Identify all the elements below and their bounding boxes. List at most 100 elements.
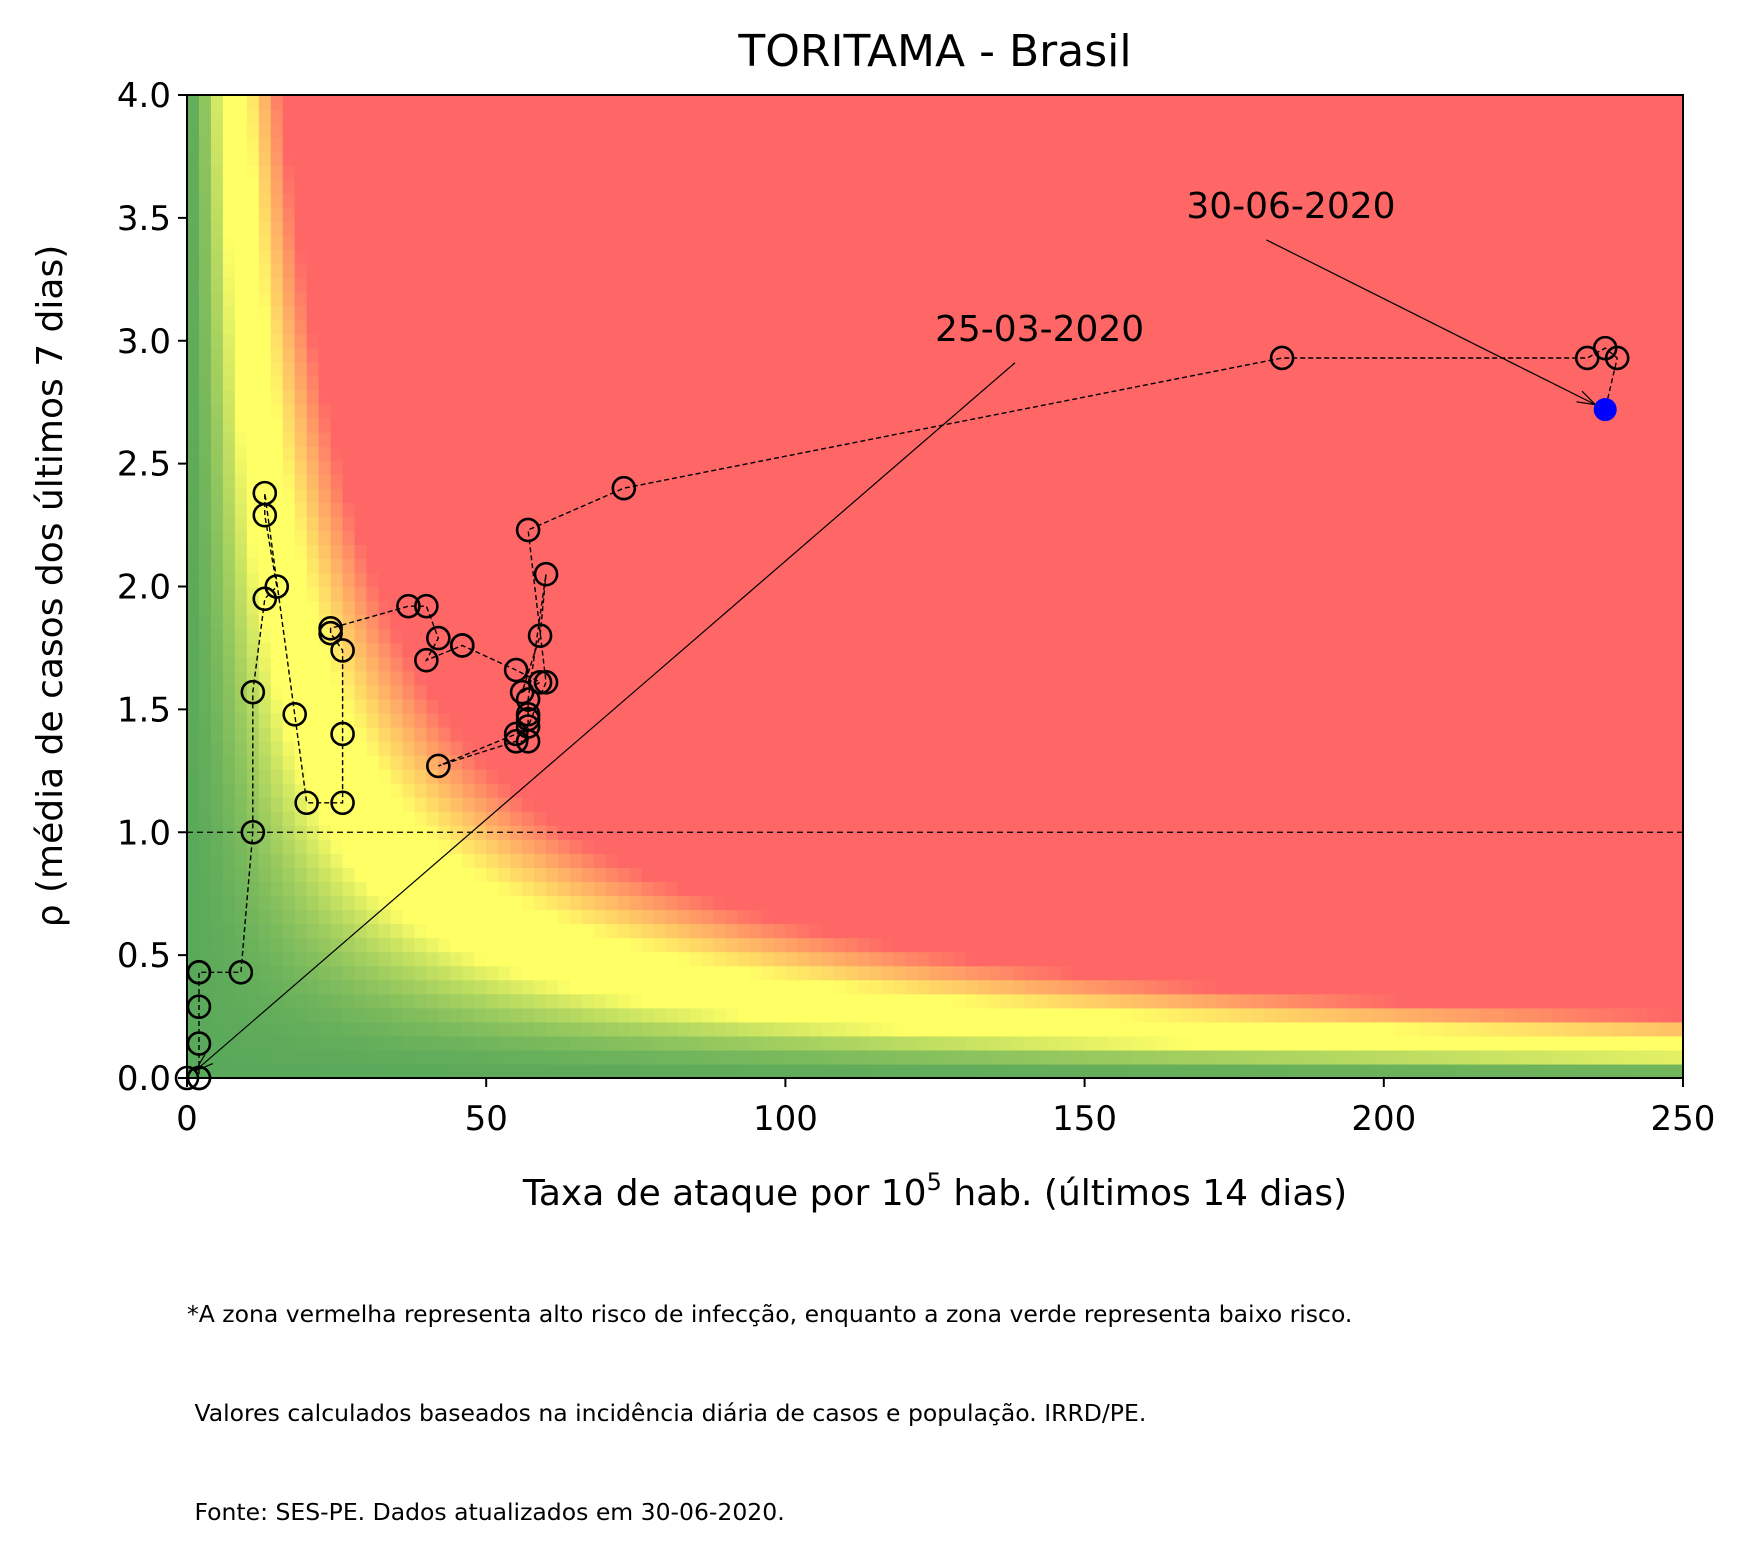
heatmap-cell	[222, 375, 236, 391]
heatmap-cell	[270, 165, 284, 180]
heatmap-cell	[940, 881, 954, 897]
heatmap-cell	[893, 1021, 906, 1037]
heatmap-cell	[498, 614, 511, 630]
heatmap-cell	[641, 712, 655, 728]
heatmap-cell	[964, 221, 978, 237]
heatmap-cell	[474, 305, 487, 321]
heatmap-cell	[438, 684, 451, 700]
heatmap-cell	[737, 825, 751, 840]
heatmap-cell	[486, 502, 499, 517]
heatmap-cell	[797, 586, 810, 602]
heatmap-cell	[486, 1049, 499, 1065]
heatmap-cell	[1024, 516, 1038, 531]
heatmap-cell	[486, 923, 499, 939]
heatmap-cell	[569, 474, 583, 489]
heatmap-cell	[845, 867, 858, 882]
heatmap-cell	[940, 179, 954, 194]
heatmap-cell	[546, 909, 559, 925]
heatmap-cell	[558, 446, 571, 461]
heatmap-cell	[833, 347, 846, 363]
heatmap-cell	[869, 937, 882, 953]
heatmap-cell	[869, 586, 882, 602]
heatmap-cell	[270, 432, 284, 447]
heatmap-cell	[677, 670, 691, 686]
heatmap-cell	[270, 95, 284, 110]
heatmap-cell	[629, 305, 643, 321]
heatmap-cell	[222, 277, 236, 293]
heatmap-cell	[581, 867, 595, 882]
heatmap-cell	[282, 375, 296, 391]
heatmap-cell	[797, 488, 810, 503]
heatmap-cell	[486, 951, 499, 967]
heatmap-cell	[677, 221, 691, 237]
heatmap-cell	[210, 291, 224, 307]
heatmap-cell	[605, 446, 619, 461]
heatmap-cell	[677, 600, 691, 616]
heatmap-cell	[366, 881, 380, 897]
heatmap-cell	[785, 1021, 798, 1037]
heatmap-cell	[558, 347, 571, 363]
heatmap-cell	[617, 1035, 631, 1051]
heatmap-cell	[378, 909, 392, 925]
heatmap-cell	[797, 783, 810, 798]
heatmap-cell	[1036, 965, 1050, 981]
heatmap-cell	[893, 642, 906, 658]
heatmap-cell	[593, 151, 607, 166]
heatmap-cell	[534, 333, 547, 349]
heatmap-cell	[605, 333, 619, 349]
heatmap-cell	[737, 558, 751, 574]
heatmap-cell	[773, 642, 786, 658]
heatmap-cell	[869, 881, 882, 897]
heatmap-cell	[641, 375, 655, 391]
heatmap-cell	[210, 179, 224, 194]
heatmap-cell	[390, 123, 404, 138]
heatmap-cell	[641, 432, 655, 447]
heatmap-cell	[282, 656, 296, 672]
heatmap-cell	[809, 1049, 822, 1065]
heatmap-cell	[893, 193, 906, 208]
heatmap-cell	[749, 558, 763, 574]
heatmap-cell	[546, 123, 559, 138]
heatmap-cell	[653, 783, 667, 798]
heatmap-cell	[833, 446, 846, 461]
heatmap-cell	[737, 109, 751, 124]
heatmap-cell	[593, 979, 607, 995]
heatmap-cell	[569, 825, 583, 840]
heatmap-cell	[1000, 137, 1014, 152]
heatmap-cell	[426, 403, 439, 419]
heatmap-cell	[198, 698, 212, 714]
heatmap-cell	[198, 712, 212, 728]
heatmap-cell	[964, 432, 978, 447]
heatmap-cell	[330, 853, 344, 868]
heatmap-cell	[929, 446, 942, 461]
heatmap-cell	[869, 670, 882, 686]
heatmap-cell	[1036, 712, 1050, 728]
heatmap-cell	[270, 530, 284, 545]
heatmap-cell	[187, 670, 200, 686]
heatmap-cell	[725, 740, 739, 756]
heatmap-cell	[498, 965, 511, 981]
heatmap-cell	[749, 502, 763, 517]
heatmap-cell	[294, 909, 308, 925]
heatmap-cell	[474, 670, 487, 686]
heatmap-cell	[534, 361, 547, 377]
heatmap-cell	[1024, 277, 1038, 293]
heatmap-cell	[821, 965, 834, 981]
heatmap-cell	[294, 123, 308, 138]
heatmap-cell	[869, 165, 882, 180]
heatmap-cell	[701, 881, 715, 897]
heatmap-cell	[414, 460, 427, 475]
heatmap-cell	[342, 432, 356, 447]
heatmap-cell	[462, 347, 475, 363]
heatmap-cell	[701, 1049, 715, 1065]
heatmap-cell	[881, 417, 894, 433]
heatmap-cell	[725, 1007, 739, 1023]
heatmap-cell	[725, 123, 739, 138]
heatmap-cell	[881, 544, 894, 560]
heatmap-cell	[486, 993, 499, 1009]
heatmap-cell	[809, 123, 822, 138]
heatmap-cell	[558, 726, 571, 742]
heatmap-cell	[964, 656, 978, 672]
heatmap-cell	[187, 937, 200, 953]
heatmap-cell	[294, 1021, 308, 1037]
